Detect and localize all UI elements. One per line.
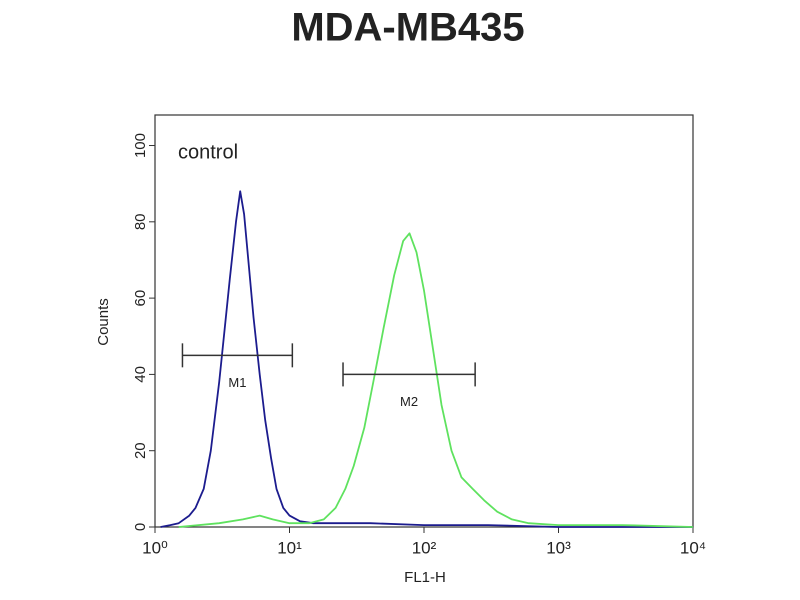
y-tick-label: 20	[132, 442, 149, 459]
x-axis-label: FL1-H	[404, 569, 446, 586]
y-tick-label: 0	[132, 523, 149, 531]
x-tick-label: 10³	[546, 538, 571, 557]
x-tick-label: 10²	[412, 538, 437, 557]
series-label: control	[178, 141, 238, 163]
y-axis-label: Counts	[95, 298, 112, 346]
x-tick-label: 10¹	[277, 538, 302, 557]
marker-label: M2	[400, 394, 418, 409]
x-tick-label: 10⁴	[680, 538, 706, 557]
plot-frame	[154, 114, 694, 528]
histogram-line	[178, 232, 694, 528]
y-tick-label: 60	[132, 290, 149, 307]
x-tick-label: 10⁰	[142, 538, 168, 557]
histogram-line	[160, 190, 693, 528]
y-tick-label: 100	[132, 133, 149, 158]
chart-title: MDA-MB435	[291, 6, 524, 50]
y-tick-label: 80	[132, 213, 149, 230]
marker-label: M1	[228, 375, 246, 390]
y-tick-label: 40	[132, 366, 149, 383]
